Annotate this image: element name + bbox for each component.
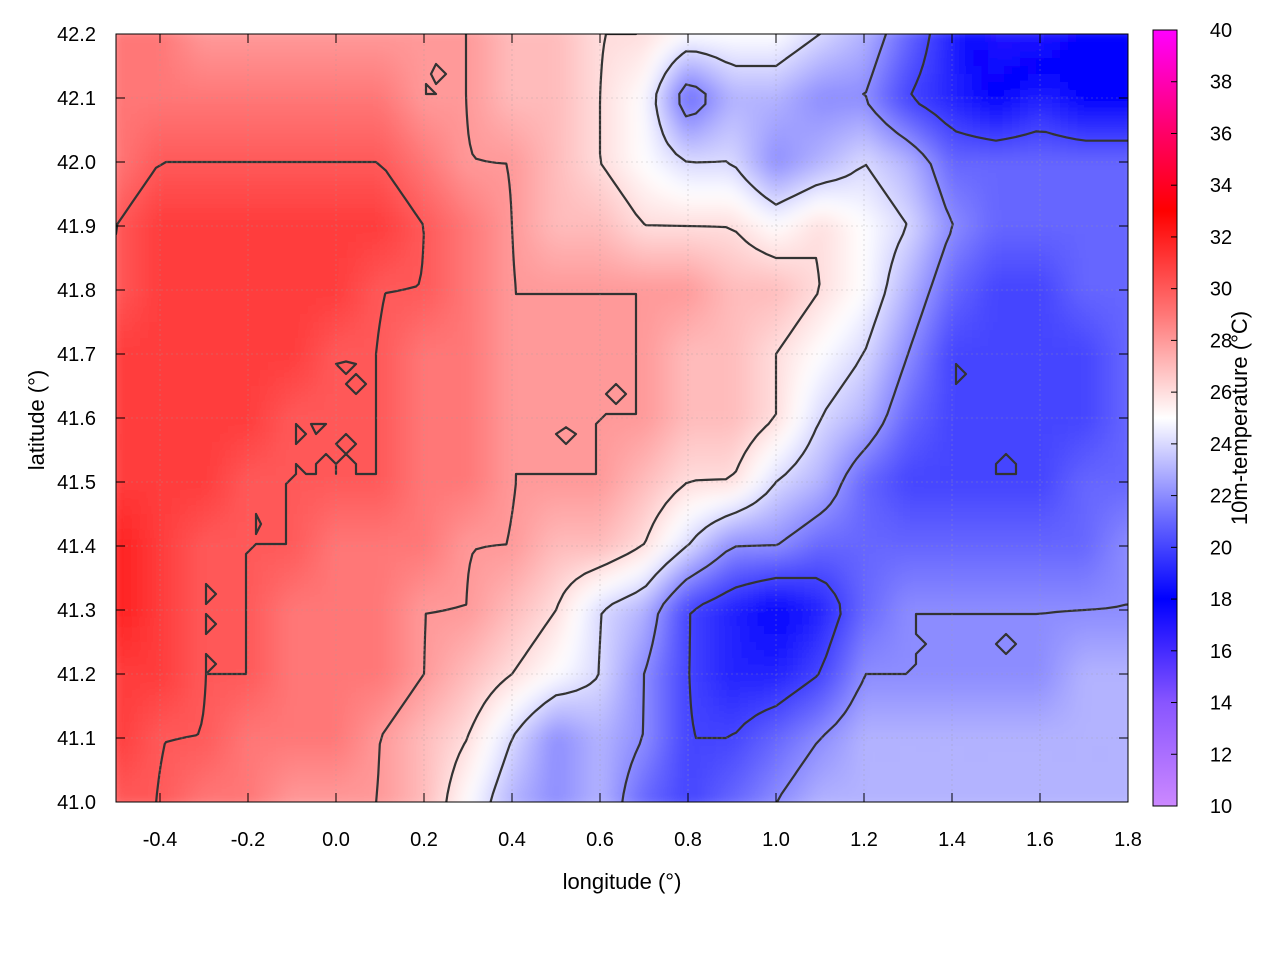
x-tick-label: 1.4: [938, 829, 966, 851]
x-tick-label: 0.6: [586, 829, 614, 851]
y-tick-label: 41.7: [57, 344, 96, 366]
y-tick-label: 41.9: [57, 216, 96, 238]
colorbar-tick-label: 32: [1210, 227, 1232, 249]
colorbar-tick-label: 16: [1210, 641, 1232, 663]
x-axis: -0.4 -0.2 0.0 0.2 0.4 0.6 0.8 1.0 1.2 1.4 1.6 1.8: [143, 34, 1142, 851]
colorbar-tick-label: 10: [1210, 796, 1232, 818]
colorbar-tick-label: 18: [1210, 589, 1232, 611]
x-tick-label: 1.2: [850, 829, 878, 851]
colorbar-tick-label: 34: [1210, 175, 1232, 197]
colorbar-gradient: [1152, 29, 1178, 807]
x-tick-label: -0.2: [231, 829, 265, 851]
y-tick-label: 42.2: [57, 24, 96, 46]
x-tick-label: 0.8: [674, 829, 702, 851]
y-tick-label: 41.5: [57, 472, 96, 494]
y-tick-label: 41.2: [57, 664, 96, 686]
x-tick-label: 1.6: [1026, 829, 1054, 851]
colorbar-label: 10m-temperature (°C): [1227, 311, 1252, 525]
x-tick-label: 1.0: [762, 829, 790, 851]
x-tick-label: -0.4: [143, 829, 177, 851]
colorbar-tick-label: 38: [1210, 72, 1232, 94]
x-tick-label: 0.2: [410, 829, 438, 851]
x-tick-label: 0.0: [322, 829, 350, 851]
colorbar-tick-label: 12: [1210, 744, 1232, 766]
x-tick-label: 1.8: [1114, 829, 1142, 851]
contour-line: [688, 34, 1128, 740]
colorbar-tick-label: 36: [1210, 123, 1232, 145]
colorbar: 10 12 14 16 18 20 22 24 26 28 30 32 34 36 38 40: [1152, 20, 1232, 818]
colorbar-tick-label: 30: [1210, 279, 1232, 301]
colorbar-tick-label: 40: [1210, 20, 1232, 42]
y-tick-label: 41.4: [57, 536, 96, 558]
colorbar-tick-label: 28: [1210, 330, 1232, 352]
colorbar-tick-label: 22: [1210, 486, 1232, 508]
y-tick-label: 42.1: [57, 88, 96, 110]
y-tick-label: 41.0: [57, 792, 96, 814]
contour-line: [621, 34, 1128, 802]
colorbar-tick-label: 24: [1210, 434, 1232, 456]
temperature-contours: [116, 34, 1128, 802]
y-tick-label: 42.0: [57, 152, 96, 174]
y-tick-label: 41.1: [57, 728, 96, 750]
y-tick-label: 41.8: [57, 280, 96, 302]
colorbar-tick-label: 20: [1210, 537, 1232, 559]
y-axis: 41.0 41.1 41.2 41.3 41.4 41.5 41.6 41.7 41.8 41.9…: [57, 24, 1128, 814]
y-tick-label: 41.3: [57, 600, 96, 622]
y-axis-label: latitude (°): [24, 370, 49, 471]
colorbar-tick-label: 26: [1210, 382, 1232, 404]
x-tick-label: 0.4: [498, 829, 526, 851]
colorbar-tick-label: 14: [1210, 693, 1232, 715]
x-axis-label: longitude (°): [563, 869, 682, 894]
plot-grid: [116, 33, 1129, 803]
y-tick-label: 41.6: [57, 408, 96, 430]
